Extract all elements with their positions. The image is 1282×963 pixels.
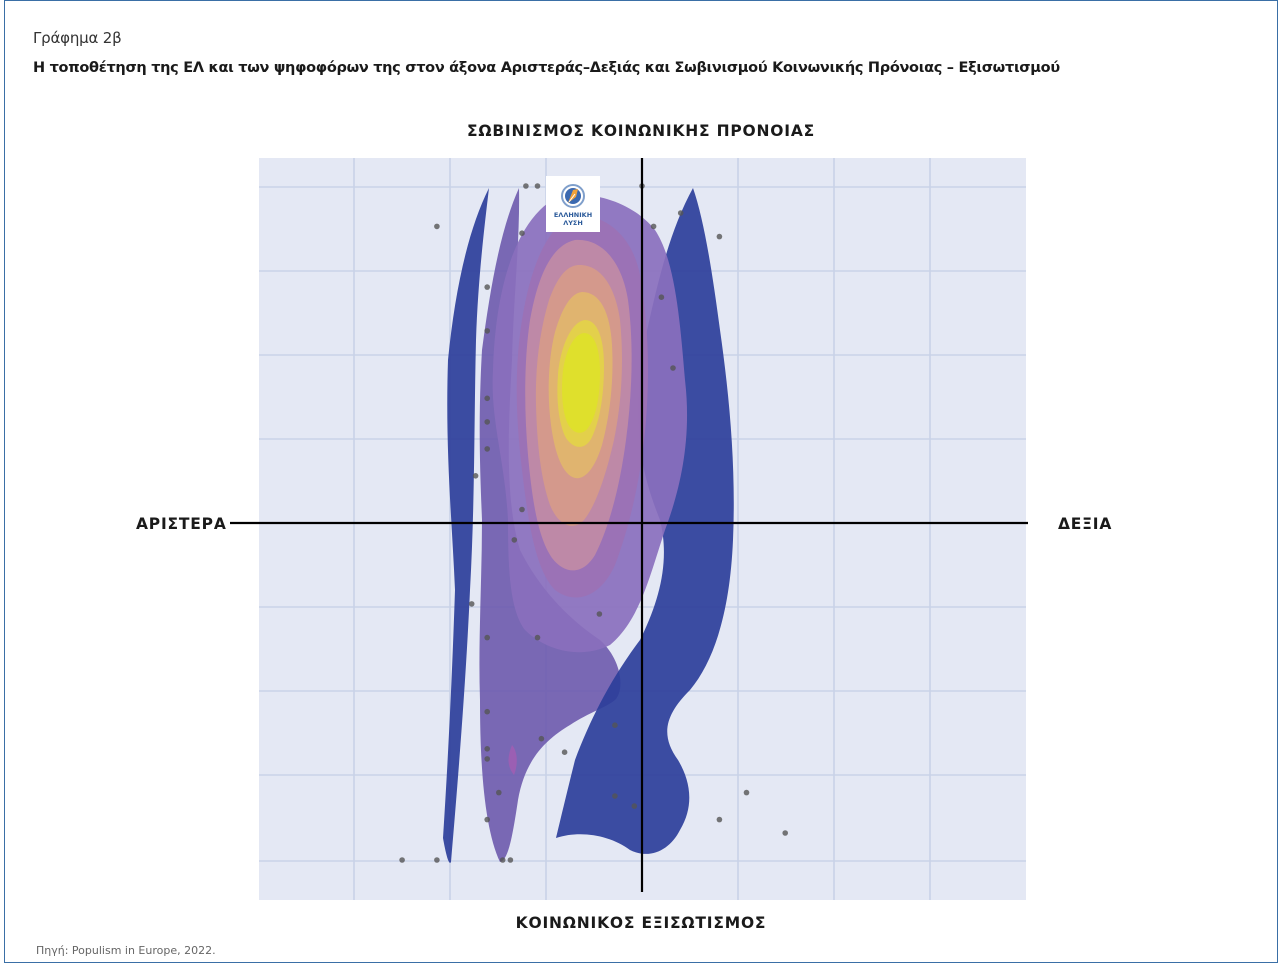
- y-axis-bottom-label: ΚΟΙΝΩΝΙΚΟΣ ΕΞΙΣΩΤΙΣΜΟΣ: [515, 914, 767, 932]
- scatter-point: [782, 830, 788, 836]
- scatter-point: [677, 210, 684, 216]
- density-islet: [508, 745, 517, 775]
- scatter-point: [670, 365, 676, 371]
- scatter-point: [519, 506, 525, 513]
- scatter-point: [484, 328, 491, 334]
- figure-label: Γράφημα 2β: [33, 29, 122, 47]
- density-contours: [443, 188, 734, 863]
- scatter-point: [612, 793, 618, 799]
- scatter-point: [484, 634, 491, 641]
- compass-icon: [561, 184, 585, 208]
- scatter-point: [596, 611, 603, 617]
- voter-points: [399, 183, 788, 863]
- scatter-point: [484, 746, 491, 752]
- density-band-right-strip: [556, 188, 734, 854]
- scatter-point: [484, 708, 491, 715]
- scatter-point: [612, 722, 618, 728]
- scatter-point: [507, 857, 514, 863]
- party-logo-line2: ΛΥΣΗ: [563, 219, 583, 227]
- scatter-point: [561, 749, 568, 755]
- party-logo: ΕΛΛΗΝΙΚΗ ΛΥΣΗ: [546, 176, 600, 232]
- density-band-mid-left: [479, 188, 621, 862]
- scatter-point: [496, 789, 502, 796]
- scatter-point: [484, 395, 491, 402]
- scatter-point: [538, 735, 545, 742]
- source-note: Πηγή: Populism in Europe, 2022.: [36, 944, 216, 957]
- scatter-point: [534, 183, 541, 189]
- x-axis-right-label: ΔΕΞΙΑ: [1058, 515, 1113, 533]
- party-logo-line1: ΕΛΛΗΝΙΚΗ: [554, 211, 592, 219]
- scatter-point: [650, 223, 657, 230]
- scatter-point: [499, 857, 506, 863]
- scatter-point: [484, 446, 491, 452]
- x-axis-left-label: ΑΡΙΣΤΕΡΑ: [136, 515, 227, 533]
- scatter-point: [523, 183, 529, 189]
- density-band-left-strip: [443, 188, 489, 863]
- scatter-point: [519, 230, 525, 236]
- scatter-point: [484, 419, 491, 425]
- scatter-point: [716, 816, 723, 823]
- scatter-point: [434, 857, 440, 863]
- scatter-point: [484, 816, 491, 823]
- scatter-point: [658, 294, 665, 301]
- scatter-point: [434, 223, 440, 230]
- scatter-point: [743, 789, 750, 796]
- y-axis-top-label: ΣΩΒΙΝΙΣΜΟΣ ΚΟΙΝΩΝΙΚΗΣ ΠΡΟΝΟΙΑΣ: [466, 122, 816, 140]
- density-peak: [562, 333, 600, 433]
- scatter-point: [511, 537, 518, 543]
- scatter-point: [399, 857, 405, 863]
- scatter-point: [484, 284, 491, 290]
- scatter-point: [484, 756, 491, 762]
- figure-title: Η τοποθέτηση της ΕΛ και των ψηφοφόρων τη…: [33, 60, 1060, 76]
- scatter-point: [472, 473, 479, 479]
- scatter-point: [468, 601, 475, 607]
- scatter-point: [631, 803, 638, 809]
- scatter-point: [534, 634, 541, 641]
- scatter-point: [716, 233, 723, 240]
